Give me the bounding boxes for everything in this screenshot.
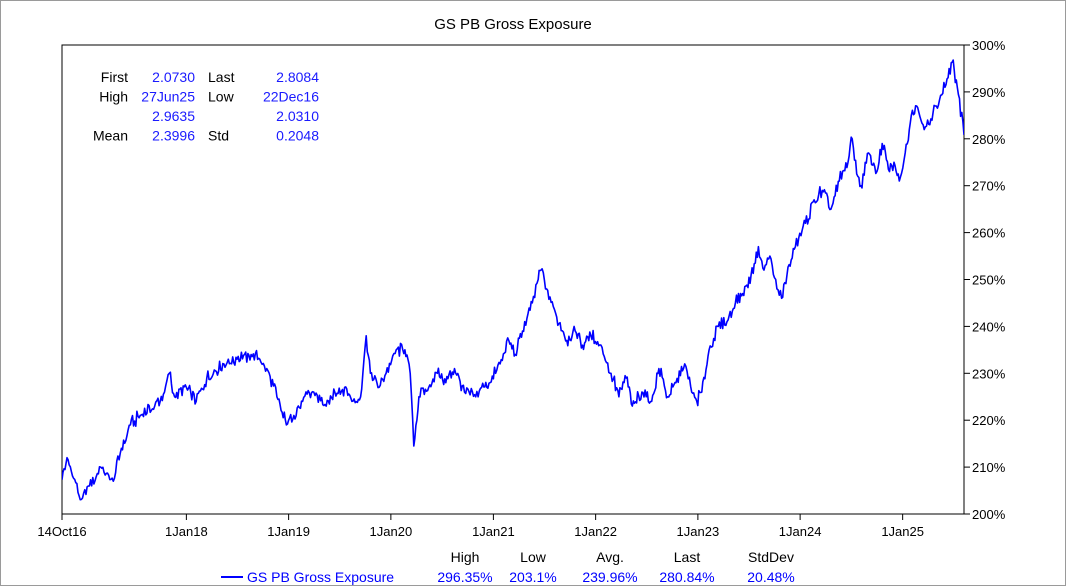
legend-header: High xyxy=(451,549,480,565)
legend-header: StdDev xyxy=(748,549,794,565)
stats-value: 2.0310 xyxy=(276,108,319,124)
plot-area xyxy=(61,44,965,515)
y-tick-label: 220% xyxy=(972,413,1006,428)
y-tick-label: 270% xyxy=(972,179,1006,194)
y-tick-label: 250% xyxy=(972,273,1006,288)
stats-value: 22Dec16 xyxy=(263,89,319,105)
legend-header: Last xyxy=(674,549,701,565)
stats-label: Last xyxy=(208,69,235,85)
x-tick-label: 1Jan24 xyxy=(779,524,822,539)
chart-title: GS PB Gross Exposure xyxy=(434,16,592,33)
y-tick-label: 210% xyxy=(972,460,1006,475)
legend-value: 20.48% xyxy=(747,569,794,585)
stats-value: 2.3996 xyxy=(152,128,195,144)
x-tick-label: 1Jan21 xyxy=(472,524,515,539)
legend-value: 296.35% xyxy=(437,569,492,585)
stats-value: 2.0730 xyxy=(152,69,195,85)
y-tick-label: 240% xyxy=(972,319,1006,334)
y-tick-label: 230% xyxy=(972,366,1006,381)
x-tick-label: 1Jan23 xyxy=(677,524,720,539)
stats-value: 0.2048 xyxy=(276,128,319,144)
legend-value: 280.84% xyxy=(659,569,714,585)
stats-label: High xyxy=(99,89,128,105)
x-tick-label: 1Jan18 xyxy=(165,524,208,539)
x-tick-label: 1Jan20 xyxy=(370,524,413,539)
x-tick-label: 1Jan25 xyxy=(881,524,924,539)
x-tick-label: 1Jan19 xyxy=(267,524,310,539)
legend-value: 203.1% xyxy=(509,569,556,585)
legend-value: 239.96% xyxy=(582,569,637,585)
stats-value: 2.8084 xyxy=(276,69,319,85)
stats-value: 27Jun25 xyxy=(141,89,195,105)
x-tick-label: 1Jan22 xyxy=(574,524,617,539)
y-tick-label: 300% xyxy=(972,38,1006,53)
y-tick-label: 290% xyxy=(972,85,1006,100)
stats-label: First xyxy=(101,69,128,85)
y-tick-label: 260% xyxy=(972,226,1006,241)
y-tick-label: 280% xyxy=(972,132,1006,147)
stats-value: 2.9635 xyxy=(152,108,195,124)
legend-header: Low xyxy=(520,549,547,565)
stats-label: Low xyxy=(208,89,235,105)
x-tick-label: 14Oct16 xyxy=(37,524,86,539)
y-tick-label: 200% xyxy=(972,507,1006,522)
stats-label: Mean xyxy=(93,128,128,144)
legend-series-name: GS PB Gross Exposure xyxy=(247,569,394,585)
series-line xyxy=(62,59,964,501)
stats-label: Std xyxy=(208,128,229,144)
legend-header: Avg. xyxy=(596,549,624,565)
